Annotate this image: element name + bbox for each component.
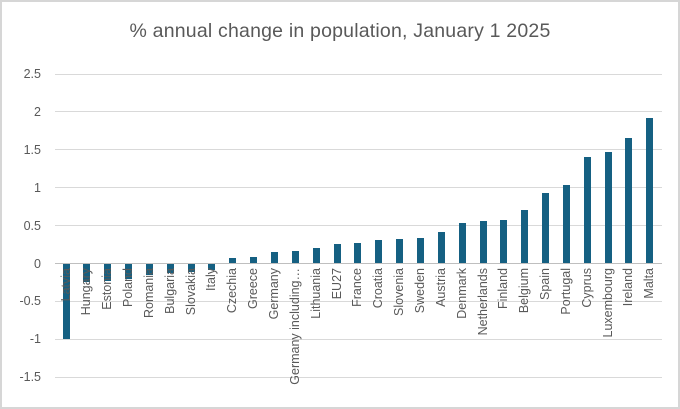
y-tick-label: 0.5 <box>23 218 41 233</box>
x-axis-label: Sweden <box>412 268 427 314</box>
bar <box>333 243 341 264</box>
bar <box>104 263 112 281</box>
gridline <box>55 149 662 151</box>
x-axis-label: Greece <box>246 268 261 309</box>
bar <box>291 251 299 264</box>
bar <box>396 239 404 264</box>
x-axis-label: Italy <box>204 268 219 291</box>
x-axis-label: Estonia <box>100 268 115 310</box>
x-axis-label: Hungary <box>79 268 94 316</box>
bar <box>416 237 424 264</box>
bar <box>354 243 362 264</box>
gridline <box>55 300 662 302</box>
gridline <box>55 73 662 75</box>
x-axis-label: Ireland <box>621 268 636 307</box>
gridline <box>55 338 662 340</box>
y-tick-label: 2.5 <box>23 67 41 81</box>
x-axis-label: Malta <box>642 268 657 299</box>
x-axis-label: Bulgaria <box>162 268 177 314</box>
x-axis-label: Austria <box>433 268 448 307</box>
bar <box>375 240 383 264</box>
x-axis-label: Portugal <box>558 268 573 315</box>
bar <box>83 263 91 283</box>
bar <box>145 263 153 275</box>
bar <box>625 138 633 264</box>
bar <box>521 210 529 264</box>
bar <box>604 152 612 264</box>
bar <box>125 263 133 280</box>
x-axis-label: Latvia <box>58 268 73 302</box>
x-axis-label: Cyprus <box>579 268 594 308</box>
bar <box>437 232 445 264</box>
x-axis-label: Slovakia <box>183 268 198 316</box>
x-axis-label: Germany <box>267 268 281 320</box>
bar <box>479 221 487 264</box>
bar <box>562 185 570 264</box>
x-axis-label: Denmark <box>454 268 469 319</box>
bar <box>583 157 591 264</box>
bar <box>500 219 508 264</box>
bar <box>166 263 174 274</box>
y-tick-label: -1.5 <box>19 370 41 385</box>
x-axis-label: Luxembourg <box>600 268 615 338</box>
bar <box>542 193 550 264</box>
bar <box>646 117 654 264</box>
x-axis-label: Spain <box>538 268 553 300</box>
gridline <box>55 376 662 378</box>
bar <box>458 223 466 264</box>
y-tick-label: 2 <box>34 104 41 119</box>
bar <box>208 263 216 270</box>
x-axis-label: Poland <box>121 268 136 307</box>
y-tick-label: 0 <box>34 256 41 271</box>
gridline <box>55 225 662 227</box>
x-axis-label: Lithuania <box>308 268 323 319</box>
x-axis-label: Czechia <box>225 268 240 314</box>
x-axis-label: France <box>350 268 365 307</box>
x-axis-label: Romania <box>141 268 156 319</box>
bar <box>62 263 70 340</box>
bar <box>229 258 237 264</box>
y-tick-label: 1.5 <box>23 142 41 157</box>
gridline <box>55 111 662 113</box>
bar <box>187 263 195 272</box>
chart-title: % annual change in population, January 1… <box>129 20 551 42</box>
x-axis-label: EU27 <box>329 268 344 300</box>
y-tick-label: 1 <box>34 180 41 195</box>
x-axis-label: Finland <box>496 268 511 309</box>
x-axis-label: Germany including… <box>287 268 302 385</box>
gridline <box>55 187 662 189</box>
x-axis-label: Slovenia <box>392 268 407 316</box>
x-axis-label: Belgium <box>517 268 532 314</box>
x-axis-label: Croatia <box>371 268 386 309</box>
x-axis-label: Netherlands <box>475 268 490 336</box>
y-tick-label: -1 <box>29 332 41 347</box>
y-tick-label: -0.5 <box>19 294 41 309</box>
bar <box>250 256 258 264</box>
zero-axis-line <box>55 263 662 264</box>
bar <box>271 252 278 264</box>
bar <box>312 248 320 264</box>
